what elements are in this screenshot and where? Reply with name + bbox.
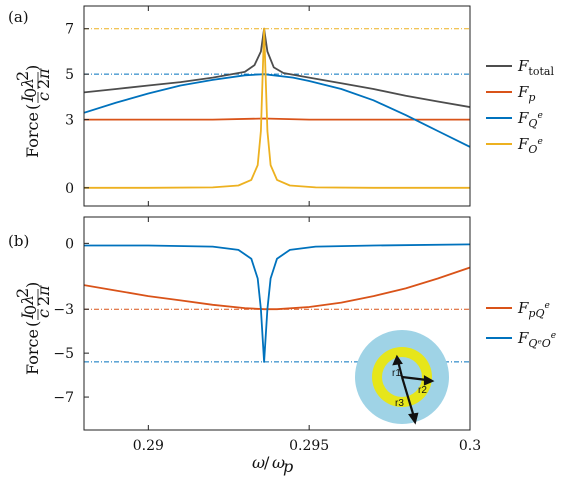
inset-label-r3: r3 [395, 398, 404, 409]
svg-text:λ: λ [18, 78, 37, 89]
legend-a: Ftotal Fp FQe FOe [486, 57, 554, 156]
svg-text:): ) [23, 65, 42, 71]
series-line-0-2 [84, 73, 470, 148]
series-line-1-1 [84, 243, 470, 363]
y-tick-label-1-0: 0 [65, 236, 74, 252]
y-axis-label-b: Force ( I 0 c λ 2 2π ) [13, 282, 53, 375]
svg-text:I: I [18, 312, 37, 320]
svg-text:p: p [283, 457, 293, 476]
svg-text:c: c [34, 309, 53, 318]
legendB-entry-1: FQᵉOe [517, 329, 556, 350]
series-lines-b [84, 243, 470, 363]
y-tick-label-1-1: −3 [53, 302, 74, 318]
ticks-b: 0 −3 −5 −7 0.29 0.295 0.3 [53, 217, 481, 454]
series-lines-a [84, 27, 470, 189]
svg-text:): ) [23, 282, 42, 288]
y-tick-label-0-2: 5 [65, 67, 74, 83]
svg-text:2π: 2π [34, 285, 53, 306]
svg-text:ω: ω [252, 453, 265, 472]
svg-text:I: I [18, 95, 37, 103]
y-tick-label-1-3: −7 [53, 390, 74, 406]
x-tick-label-2: 0.3 [459, 438, 481, 454]
legendA-entry-1: Fp [517, 83, 535, 104]
svg-text:ω: ω [272, 453, 285, 472]
reference-lines-a [84, 28, 470, 75]
r2-arrow [401, 375, 428, 382]
svg-text:0: 0 [21, 305, 40, 315]
r1-arrowhead [392, 354, 403, 366]
inset-label-r1: r1 [392, 368, 401, 379]
svg-text:Force: Force [23, 329, 42, 375]
y-tick-label-0-0: 0 [65, 181, 74, 197]
legendB-entry-0: FpQe [517, 299, 550, 320]
svg-text:λ: λ [18, 295, 37, 306]
inset-label-r2: r2 [418, 385, 427, 396]
panel-a-frame [83, 5, 471, 207]
legendA-entry-3: FOe [517, 135, 543, 156]
series-line-0-0 [84, 27, 470, 108]
r2-arrowhead [423, 375, 435, 386]
panel-b: (b) 0 −3 −5 −7 0.29 0.295 0.3 Force ( I 0 c λ … [8, 216, 481, 476]
svg-text:0: 0 [21, 88, 40, 98]
y-axis-label-a: Force ( I 0 c λ 2 2π ) [13, 65, 53, 158]
series-line-0-1 [84, 117, 470, 121]
y-tick-label-0-3: 7 [65, 22, 74, 38]
svg-text:2: 2 [13, 71, 32, 81]
series-line-1-0 [84, 266, 470, 311]
svg-text:2π: 2π [34, 68, 53, 89]
svg-text:(: ( [23, 321, 42, 327]
panel-a-label: (a) [8, 8, 29, 26]
r3-arrowhead [408, 412, 419, 425]
concentric-sphere-inset: r1 r2 r3 [355, 330, 449, 425]
legendA-entry-2: FQe [517, 109, 543, 130]
svg-text:(: ( [23, 104, 42, 110]
x-tick-label-0: 0.29 [133, 438, 164, 454]
legend-b: FpQe FQᵉOe [486, 299, 556, 350]
series-line-0-3 [84, 27, 470, 189]
svg-text:/: / [264, 453, 270, 472]
svg-text:c: c [34, 92, 53, 101]
r3-arrow [400, 376, 416, 418]
ticks-a: 0 3 5 7 [65, 6, 471, 206]
panel-b-label: (b) [8, 232, 29, 250]
svg-text:Force: Force [23, 112, 42, 158]
y-tick-label-0-1: 3 [65, 113, 74, 129]
svg-text:2: 2 [13, 288, 32, 298]
y-tick-label-1-2: −5 [53, 346, 74, 362]
x-axis-label: ω / ω p [252, 453, 293, 476]
panel-b-frame [83, 216, 471, 431]
legendA-entry-0: Ftotal [517, 57, 554, 78]
x-tick-label-1: 0.295 [289, 438, 329, 454]
panel-a: (a) 0 3 5 7 Force ( I 0 c λ 2 2π ) [8, 5, 471, 207]
